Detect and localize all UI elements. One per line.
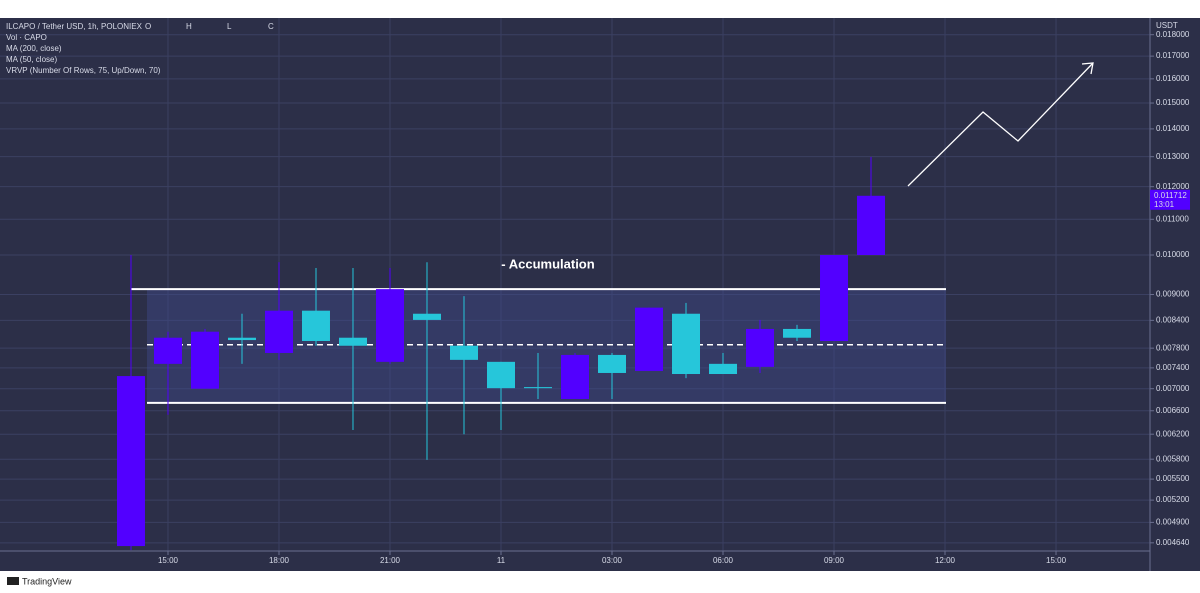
symbol-title: ILCAPO / Tether USD, 1h, POLONIEX — [6, 22, 143, 31]
candles — [116, 156, 886, 551]
candle-body — [116, 376, 145, 547]
y-tick-label: 0.015000 — [1156, 98, 1190, 107]
y-tick-label: 0.013000 — [1156, 152, 1190, 161]
y-tick-label: 0.010000 — [1156, 250, 1190, 259]
candle-body — [264, 310, 293, 353]
candle-body — [338, 337, 367, 346]
y-tick-label: 0.016000 — [1156, 74, 1190, 83]
candle-body — [486, 361, 515, 389]
candle-body — [635, 307, 664, 371]
grid — [0, 18, 1150, 551]
y-tick-label: 0.009000 — [1156, 290, 1190, 299]
candle-body — [301, 310, 330, 342]
x-tick-label: 11 — [497, 556, 506, 565]
indicator-label: VRVP (Number Of Rows, 75, Up/Down, 70) — [6, 66, 161, 75]
x-tick-label: 21:00 — [380, 556, 401, 565]
candle-body — [857, 195, 886, 256]
y-tick-label: 0.005200 — [1156, 495, 1190, 504]
candle-body — [190, 331, 219, 389]
candle-body — [153, 337, 182, 364]
y-tick-label: 0.011000 — [1156, 214, 1189, 223]
y-tick-label: 0.008400 — [1156, 315, 1190, 324]
candle-body — [523, 387, 552, 389]
ohlc-label: O — [145, 22, 151, 31]
y-tick-label: 0.005500 — [1156, 474, 1190, 483]
x-tick-label: 06:00 — [713, 556, 734, 565]
y-tick-label: 0.004900 — [1156, 518, 1190, 527]
candle-body — [672, 313, 701, 375]
y-tick-label: 0.006600 — [1156, 406, 1190, 415]
y-tick-label: 0.004640 — [1156, 538, 1190, 547]
projection-arrow — [907, 62, 1094, 187]
candle-body — [820, 255, 849, 342]
header: ILCAPO / Tether USD, 1h, POLONIEX Vol · … — [6, 22, 274, 75]
y-tick-label: 0.005800 — [1156, 454, 1190, 463]
logo — [7, 577, 19, 585]
candle-body — [783, 328, 812, 338]
x-tick-label: 12:00 — [935, 556, 956, 565]
y-tick-label: 0.007400 — [1156, 363, 1190, 372]
arrow-head — [1081, 62, 1094, 75]
indicator-label: MA (200, close) — [6, 44, 62, 53]
y-tick-label: 0.012000 — [1156, 182, 1190, 191]
price-badge-label: 0.011712 — [1154, 191, 1187, 200]
countdown-label: 13:01 — [1154, 200, 1175, 209]
x-tick-label: 15:00 — [1046, 556, 1067, 565]
y-tick-label: 0.006200 — [1156, 429, 1190, 438]
candle-body — [746, 328, 775, 367]
y-tick-label: 0.014000 — [1156, 124, 1190, 133]
candle-body — [598, 354, 627, 373]
price-badge — [1150, 189, 1190, 210]
candle-body — [375, 289, 404, 362]
x-tick-label: 18:00 — [269, 556, 290, 565]
footer: TradingView — [7, 576, 72, 586]
candle-body — [412, 313, 441, 320]
x-tick-label: 09:00 — [824, 556, 845, 565]
candle-body — [449, 345, 478, 360]
candle-body — [709, 363, 738, 375]
candle-body — [561, 354, 589, 400]
y-tick-label: 0.007000 — [1156, 384, 1190, 393]
ohlc-label: C — [268, 22, 274, 31]
ohlc-label: H — [186, 22, 192, 31]
y-tick-label: 0.018000 — [1156, 30, 1190, 39]
y-tick-label: 0.007800 — [1156, 343, 1190, 352]
axes: 0.018000 0.017000 0.016000 0.015000 0.014000… — [158, 30, 1190, 565]
x-tick-label: 03:00 — [602, 556, 623, 565]
footer-brand: TradingView — [22, 576, 72, 586]
ohlc-label: L — [227, 22, 232, 31]
indicator-label: Vol · CAPO — [6, 33, 47, 42]
x-tick-label: 15:00 — [158, 556, 179, 565]
annotation: - Accumulation — [501, 257, 594, 272]
y-axis-label: USDT — [1156, 21, 1178, 30]
y-tick-label: 0.017000 — [1156, 51, 1190, 60]
candle-body — [227, 337, 256, 341]
indicator-label: MA (50, close) — [6, 55, 57, 64]
